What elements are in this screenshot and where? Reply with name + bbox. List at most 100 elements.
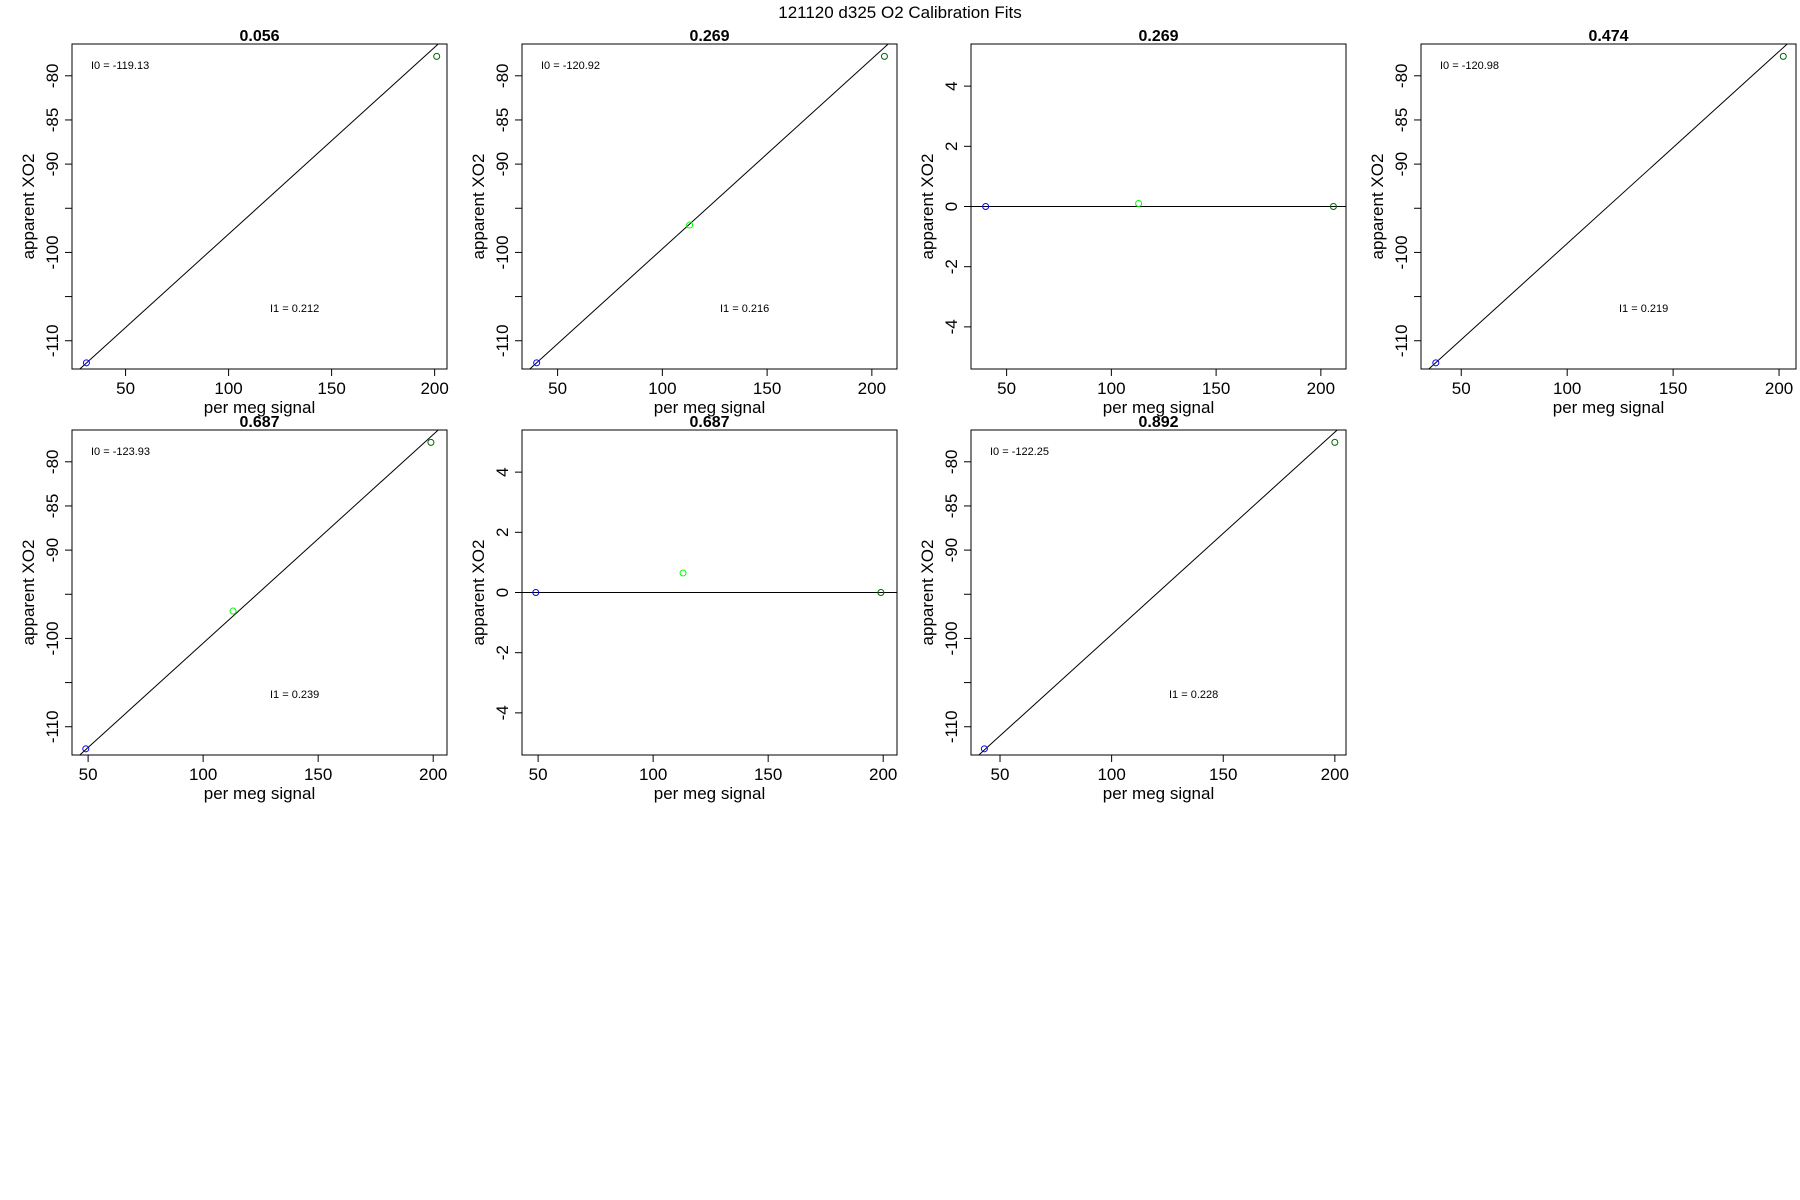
x-tick-label: 100 <box>639 765 667 784</box>
chart-panel-4: 0.474 50 100 150 200 per meg signal -110 -100 -9… <box>1368 28 1797 417</box>
y-tick-label: -80 <box>43 64 62 89</box>
x-tick-label: 150 <box>1209 765 1237 784</box>
panel-title: 0.687 <box>239 414 279 431</box>
panel-title: 0.687 <box>689 414 729 431</box>
x-axis-label: per meg signal <box>654 398 766 417</box>
y-tick-label: 0 <box>942 202 961 211</box>
data-point <box>533 359 541 367</box>
i0-annotation: I0 = -120.98 <box>1440 60 1499 72</box>
x-axis-label: per meg signal <box>204 784 316 803</box>
panel-title: 0.269 <box>1138 28 1178 45</box>
y-axis-label: apparent XO2 <box>469 540 488 646</box>
chart-panel-1: 0.056 50 100 150 200 per meg signal -110 -100 -9… <box>19 28 449 417</box>
i0-annotation: I0 = -119.13 <box>91 60 149 72</box>
y-tick-label: -4 <box>493 705 512 720</box>
i1-annotation: I1 = 0.212 <box>270 303 319 315</box>
y-axis-label: apparent XO2 <box>918 154 937 260</box>
x-tick-label: 150 <box>753 379 781 398</box>
x-axis-label: per meg signal <box>204 398 316 417</box>
data-point <box>980 745 988 753</box>
i0-annotation: I0 = -122.25 <box>990 446 1049 458</box>
y-tick-label: 4 <box>493 467 512 476</box>
y-axis-label: apparent XO2 <box>1368 154 1387 260</box>
y-axis-label: apparent XO2 <box>918 540 937 646</box>
x-tick-label: 50 <box>79 765 98 784</box>
plot-frame <box>970 429 1347 756</box>
y-tick-label: -90 <box>1392 152 1411 177</box>
y-tick-label: -90 <box>43 152 62 177</box>
data-point <box>880 52 888 60</box>
x-tick-label: 150 <box>304 765 332 784</box>
x-tick-label: 100 <box>189 765 217 784</box>
y-tick-label: -4 <box>942 319 961 334</box>
data-point <box>229 607 237 615</box>
x-tick-label: 150 <box>1659 379 1687 398</box>
x-axis-label: per meg signal <box>1103 398 1215 417</box>
y-tick-label: -100 <box>1392 235 1411 269</box>
x-tick-label: 100 <box>1553 379 1581 398</box>
y-tick-label: -85 <box>1392 108 1411 133</box>
y-tick-label: -85 <box>43 108 62 133</box>
y-tick-label: -110 <box>493 324 512 357</box>
fit-line <box>529 44 889 369</box>
y-tick-label: -90 <box>493 152 512 177</box>
y-tick-label: -2 <box>942 259 961 274</box>
panel-title: 0.892 <box>1138 414 1178 431</box>
panel-title: 0.269 <box>689 28 729 45</box>
i1-annotation: I1 = 0.239 <box>270 689 319 701</box>
fit-line <box>978 430 1338 755</box>
y-tick-label: -110 <box>43 324 62 357</box>
y-tick-label: -100 <box>493 235 512 269</box>
x-axis-label: per meg signal <box>1553 398 1665 417</box>
y-tick-label: -100 <box>43 621 62 655</box>
plot-frame <box>71 429 448 756</box>
x-tick-label: 150 <box>1202 379 1230 398</box>
data-point <box>1779 52 1787 60</box>
y-axis-label: apparent XO2 <box>469 154 488 260</box>
figure-title: 121120 d325 O2 Calibration Fits <box>778 3 1022 22</box>
y-tick-label: -100 <box>942 621 961 655</box>
fit-line <box>79 44 439 369</box>
y-tick-label: 2 <box>942 142 961 151</box>
x-tick-label: 150 <box>317 379 345 398</box>
chart-panel-6: 0.687 50 100 150 200 per meg signal -4 -2 0 2 4 app… <box>469 414 898 803</box>
i0-annotation: I0 = -120.92 <box>541 60 600 72</box>
data-point <box>1432 359 1440 367</box>
x-tick-label: 100 <box>214 379 242 398</box>
chart-panel-2: 0.269 50 100 150 200 per meg signal -110 -100 -9… <box>469 28 898 417</box>
y-tick-label: -80 <box>1392 64 1411 89</box>
y-tick-label: -85 <box>493 108 512 133</box>
x-tick-label: 50 <box>529 765 548 784</box>
x-tick-label: 200 <box>869 765 897 784</box>
y-tick-label: 0 <box>493 588 512 597</box>
data-point <box>427 438 435 446</box>
y-tick-label: 2 <box>493 528 512 537</box>
data-point <box>82 745 90 753</box>
x-tick-label: 200 <box>858 379 886 398</box>
y-axis-label: apparent XO2 <box>19 154 38 260</box>
y-tick-label: -85 <box>43 494 62 519</box>
chart-panel-3: 0.269 50 100 150 200 per meg signal -4 -2 0 2 4 app… <box>918 28 1347 417</box>
data-point <box>679 569 687 577</box>
x-tick-label: 50 <box>116 379 135 398</box>
y-tick-label: 4 <box>942 81 961 90</box>
x-tick-label: 100 <box>648 379 676 398</box>
x-tick-label: 200 <box>1307 379 1335 398</box>
y-axis-label: apparent XO2 <box>19 540 38 646</box>
panel-title: 0.056 <box>239 28 279 45</box>
x-tick-label: 50 <box>1452 379 1471 398</box>
x-axis-label: per meg signal <box>654 784 766 803</box>
y-tick-label: -110 <box>43 710 62 743</box>
x-tick-label: 200 <box>1321 765 1349 784</box>
x-tick-label: 200 <box>420 379 448 398</box>
y-tick-label: -80 <box>43 450 62 475</box>
fit-line <box>1428 44 1788 369</box>
x-tick-label: 50 <box>991 765 1010 784</box>
chart-panel-5: 0.687 50 100 150 200 per meg signal -110 -100 -9… <box>19 414 448 803</box>
data-point <box>686 221 694 229</box>
plot-frame <box>521 43 898 370</box>
i1-annotation: I1 = 0.219 <box>1619 303 1668 315</box>
data-point <box>532 589 540 596</box>
